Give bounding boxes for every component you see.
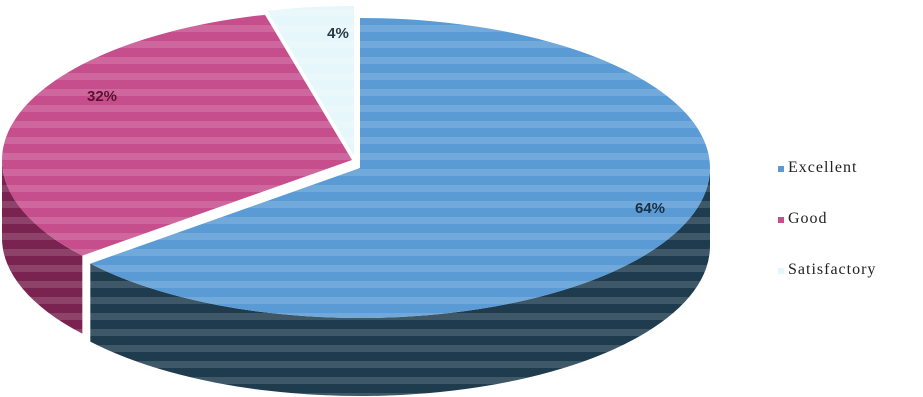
slice-good-texture	[1, 14, 353, 256]
slice-side-texture	[90, 168, 710, 396]
pie-depth	[2, 160, 710, 396]
pie-slices	[1, 5, 710, 318]
data-label-good: 32%	[87, 88, 117, 105]
slice-excellent-texture	[90, 18, 710, 318]
legend-label-excellent: Excellent	[788, 159, 857, 176]
slice-satisfactory-texture	[266, 5, 354, 156]
data-label-satisfactory: 4%	[327, 25, 349, 42]
legend: Excellent Good Satisfactory	[778, 159, 876, 278]
legend-label-satisfactory: Satisfactory	[788, 261, 876, 278]
data-label-excellent: 64%	[635, 200, 665, 217]
legend-label-good: Good	[788, 210, 828, 227]
legend-swatch-satisfactory	[778, 268, 784, 274]
legend-swatch-good	[778, 217, 784, 223]
legend-swatch-excellent	[778, 166, 784, 172]
pie-data-labels: 64% 32% 4%	[87, 25, 665, 217]
slice-side-texture	[2, 160, 83, 334]
